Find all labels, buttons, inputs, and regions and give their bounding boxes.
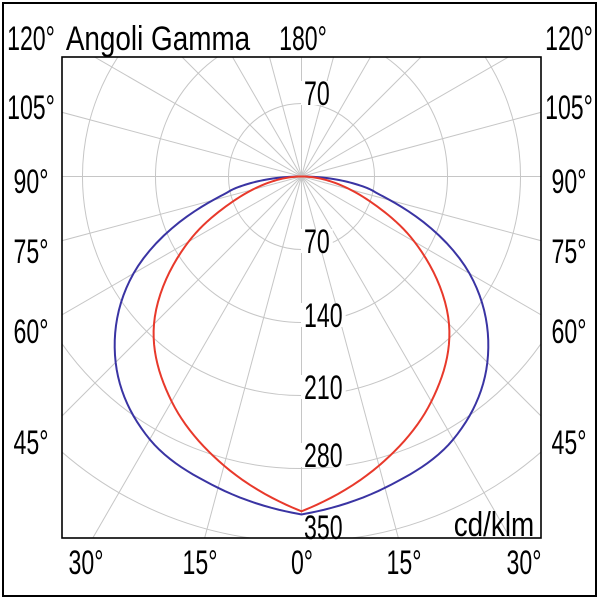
gamma-label-left: 45°: [14, 425, 49, 462]
gamma-label-bottom: 30°: [507, 545, 542, 582]
radial-label-bg: [301, 303, 346, 327]
curve-blue: [113, 175, 490, 516]
curve-red: [152, 175, 451, 513]
radial-tick-label: 140: [304, 298, 343, 335]
grid-circle: [62, 342, 541, 469]
gamma-label-right: 60°: [552, 314, 587, 351]
gamma-label-left: 90°: [14, 164, 49, 201]
gamma-label-bottom: 15°: [387, 545, 422, 582]
radial-tick-labels: 70 70 140 210 280 350: [301, 76, 346, 547]
gamma-label-left: 75°: [14, 234, 49, 271]
radial-label-bg: [301, 515, 346, 539]
radial-label-bg: [301, 375, 346, 399]
gamma-label-top: 180°: [279, 21, 327, 58]
gamma-label-bottom: 15°: [183, 545, 218, 582]
gamma-label-right: 105°: [545, 90, 593, 127]
radial-tick-label: 70: [304, 76, 330, 113]
gamma-label-right: 120°: [545, 21, 593, 58]
gamma-label-bottom: 0°: [291, 545, 313, 582]
radial-tick-label: 280: [304, 438, 343, 475]
curves: [113, 175, 490, 516]
radial-label-bg: [301, 81, 333, 105]
radial-label-bg: [301, 443, 346, 467]
gamma-label-left: 120°: [7, 21, 55, 58]
gamma-label-right: 45°: [552, 425, 587, 462]
gamma-label-bottom: 30°: [69, 545, 104, 582]
radial-tick-label: 350: [304, 510, 343, 547]
radial-tick-label: 210: [304, 370, 343, 407]
radial-label-bg: [301, 229, 333, 253]
gamma-label-left: 60°: [14, 314, 49, 351]
plot-frame: [61, 56, 542, 539]
outer-labels: 120° 120° 105° 105° 90° 90° 75° 75° 60° 60° 45° 45°…: [7, 19, 593, 582]
chart-title: Angoli Gamma: [66, 19, 251, 57]
gamma-label-right: 90°: [552, 164, 587, 201]
grid-circle: [62, 451, 541, 538]
radial-tick-label: 70: [304, 224, 330, 261]
gamma-label-left: 105°: [7, 90, 55, 127]
unit-label: cd/klm: [454, 505, 535, 543]
gamma-label-right: 75°: [552, 234, 587, 271]
